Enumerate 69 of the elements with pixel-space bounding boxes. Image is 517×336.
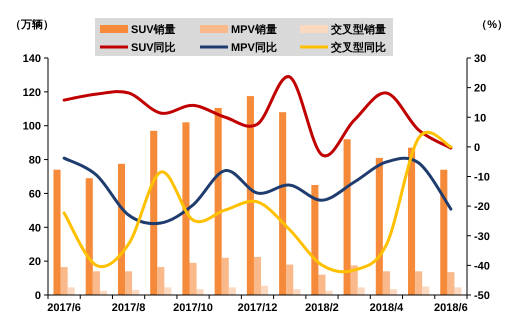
y2-tick-label: -50	[474, 290, 490, 302]
y2-tick-label: -40	[474, 260, 490, 272]
y2-tick-label: 10	[474, 112, 486, 124]
bar	[440, 170, 448, 295]
bar	[254, 256, 262, 295]
y2-tick-label: 20	[474, 82, 486, 95]
bar	[261, 286, 268, 295]
line-series	[62, 75, 452, 157]
y-tick-label: 0	[34, 290, 41, 302]
y2-tick-label: -10	[474, 172, 490, 184]
bar	[228, 287, 236, 295]
bar	[246, 96, 254, 295]
bar	[344, 139, 351, 295]
bar	[150, 130, 158, 295]
x-tick-label: 2018/6	[434, 302, 468, 314]
bar	[293, 289, 300, 295]
y2-tick-label: -20	[474, 201, 490, 214]
y2-tick-label: 30	[474, 53, 486, 65]
bar	[60, 267, 68, 295]
y-tick-label: 80	[28, 154, 41, 167]
y-axis-title: （万辆）	[10, 18, 54, 31]
bar	[214, 108, 222, 295]
bar	[279, 112, 286, 295]
x-tick-label: 2017/10	[173, 302, 213, 314]
bar	[68, 287, 75, 295]
bar	[454, 287, 462, 295]
bar	[118, 164, 126, 295]
bar	[196, 289, 204, 295]
bar	[382, 271, 390, 295]
bar	[86, 178, 93, 295]
bar	[222, 258, 229, 295]
bar	[390, 289, 398, 295]
y-tick-label: 60	[28, 188, 41, 200]
bar	[164, 287, 172, 295]
y2-tick-label: 0	[474, 142, 480, 154]
bar	[157, 267, 164, 295]
legend-label: SUV同比	[131, 41, 176, 54]
bar	[286, 264, 294, 295]
y2-tick-label: -30	[474, 230, 490, 243]
x-tick-label: 2017/12	[238, 302, 278, 314]
x-tick-label: 2017/6	[47, 302, 81, 314]
legend-label: SUV销量	[131, 24, 176, 36]
legend-label: MPV同比	[231, 41, 277, 54]
legend-label: MPV销量	[231, 24, 277, 36]
bar	[189, 262, 197, 295]
y-tick-label: 120	[22, 86, 41, 99]
y-tick-label: 40	[28, 222, 41, 234]
x-tick-label: 2018/2	[305, 302, 339, 314]
bar	[358, 287, 365, 295]
y-tick-label: 20	[28, 256, 41, 268]
y-tick-label: 140	[22, 53, 41, 65]
bar	[376, 158, 383, 295]
bar	[318, 274, 326, 295]
bar	[422, 286, 430, 295]
bar	[311, 184, 318, 295]
y-tick-label: 100	[22, 120, 41, 133]
bar	[53, 170, 61, 295]
bar	[447, 272, 454, 295]
bar	[92, 271, 100, 295]
bar	[125, 271, 132, 295]
bar	[408, 148, 416, 295]
bar	[182, 122, 190, 295]
line-series	[62, 156, 452, 226]
x-tick-label: 2017/8	[112, 302, 146, 314]
legend-label: 交叉型同比	[330, 41, 386, 54]
y2-axis-title: （%）	[476, 19, 508, 31]
legend-label: 交叉型销量	[330, 23, 386, 36]
x-tick-label: 2018/4	[370, 302, 404, 314]
bar	[415, 271, 422, 295]
